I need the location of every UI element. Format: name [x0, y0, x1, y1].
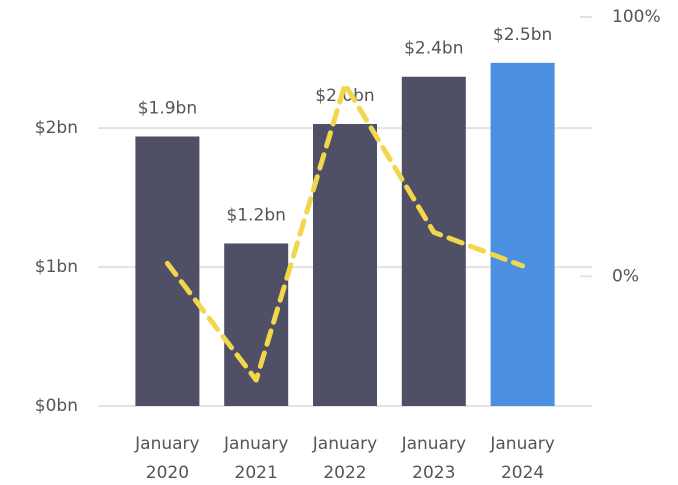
data-label: $1.9bn — [138, 98, 197, 118]
y-tick-label: $0bn — [35, 396, 78, 416]
data-label: $1.2bn — [226, 205, 285, 225]
line — [164, 81, 526, 383]
data-label: $2.0bn — [315, 86, 374, 106]
x-tick-label: January 2020 — [135, 434, 200, 483]
bar — [313, 123, 377, 406]
y2-tick-label: 0% — [612, 266, 639, 286]
data-label: $2.5bn — [493, 25, 552, 45]
x-tick-label: January 2021 — [223, 434, 289, 483]
y-tick-label: $1bn — [35, 257, 78, 277]
y-tick-label: $2bn — [35, 118, 78, 138]
x-tick-label: January 2023 — [401, 434, 467, 483]
x-tick-label: January 2024 — [490, 434, 555, 483]
bar — [135, 136, 200, 406]
x-tick-label: January 2022 — [312, 434, 378, 483]
y2-tick-label: 100% — [612, 7, 661, 27]
bar — [490, 62, 555, 406]
data-label: $2.4bn — [404, 39, 463, 59]
